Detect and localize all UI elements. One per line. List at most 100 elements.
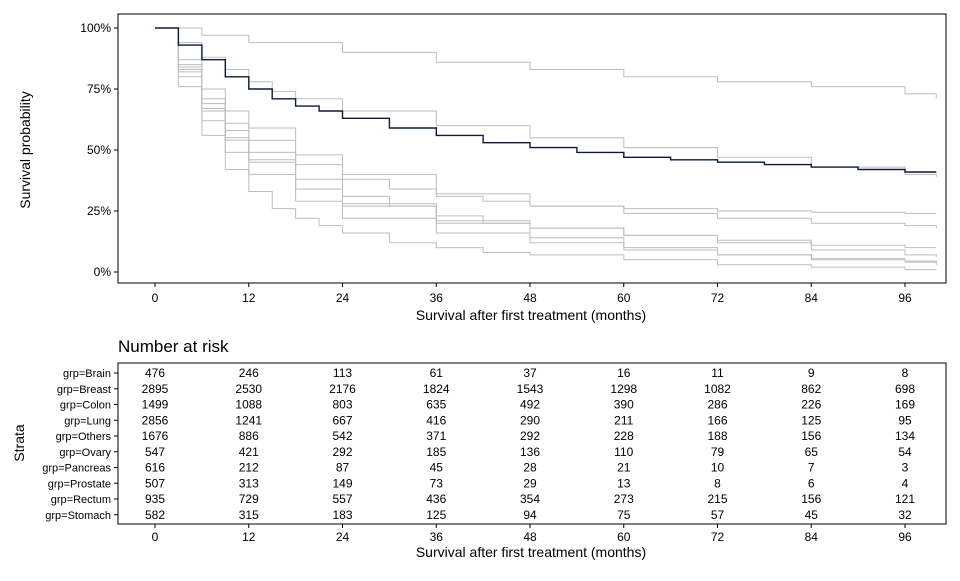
risk-count: 79 bbox=[711, 445, 725, 459]
risk-count: 286 bbox=[707, 398, 727, 412]
y-axis: 0% 25% 50% 75% 100% bbox=[80, 21, 118, 279]
risk-count: 110 bbox=[614, 445, 633, 459]
plot-frame bbox=[117, 13, 947, 284]
survival-curves bbox=[155, 27, 937, 271]
risk-count: 698 bbox=[895, 382, 915, 396]
risk-count: 290 bbox=[520, 413, 540, 427]
x-tick-label: 12 bbox=[242, 291, 256, 305]
risk-x-tick-label: 72 bbox=[711, 530, 725, 544]
strata-labels: grp=Brain grp=Breast grp=Colon grp=Lung grp=… bbox=[42, 368, 118, 522]
risk-count: 6 bbox=[808, 476, 815, 490]
risk-count: 11 bbox=[711, 366, 724, 380]
risk-count: 94 bbox=[523, 508, 537, 522]
highlighted-survival-curve bbox=[155, 27, 937, 173]
risk-count: 9 bbox=[808, 366, 815, 380]
risk-count: 729 bbox=[239, 492, 259, 506]
strata-label: grp=Prostate bbox=[48, 478, 111, 490]
risk-table-x-axis-title: Survival after first treatment (months) bbox=[416, 544, 646, 560]
risk-count: 4 bbox=[902, 476, 909, 490]
risk-x-tick-label: 96 bbox=[898, 530, 912, 544]
risk-count: 3 bbox=[902, 461, 909, 475]
risk-table-x-axis: 0 12 24 36 48 60 72 84 96 bbox=[152, 524, 912, 544]
risk-count: 125 bbox=[426, 508, 446, 522]
strata-label: grp=Ovary bbox=[59, 447, 111, 459]
risk-count: 1824 bbox=[423, 382, 450, 396]
risk-count: 54 bbox=[898, 445, 912, 459]
risk-count: 492 bbox=[520, 398, 540, 412]
risk-count: 156 bbox=[801, 492, 821, 506]
risk-count: 935 bbox=[145, 492, 165, 506]
risk-count: 507 bbox=[145, 476, 165, 490]
survival-curve bbox=[155, 27, 937, 99]
risk-count: 121 bbox=[895, 492, 915, 506]
risk-count: 2176 bbox=[329, 382, 356, 396]
x-tick-label: 48 bbox=[523, 291, 537, 305]
risk-x-tick-label: 60 bbox=[617, 530, 631, 544]
risk-count: 886 bbox=[239, 429, 259, 443]
x-tick-label: 72 bbox=[711, 291, 725, 305]
survival-curve bbox=[155, 27, 937, 263]
risk-count: 803 bbox=[332, 398, 352, 412]
risk-count: 183 bbox=[332, 508, 352, 522]
survival-curve bbox=[155, 27, 937, 177]
risk-count: 7 bbox=[808, 461, 815, 475]
strata-label: grp=Pancreas bbox=[42, 463, 111, 475]
x-tick-label: 36 bbox=[430, 291, 444, 305]
risk-count: 95 bbox=[898, 413, 912, 427]
risk-count: 188 bbox=[707, 429, 727, 443]
y-axis-title: Survival probability bbox=[17, 91, 33, 209]
strata-label: grp=Breast bbox=[57, 384, 111, 396]
risk-count: 10 bbox=[711, 461, 725, 475]
risk-count: 547 bbox=[145, 445, 165, 459]
risk-count: 246 bbox=[239, 366, 259, 380]
risk-count: 13 bbox=[617, 476, 631, 490]
risk-count: 149 bbox=[332, 476, 352, 490]
risk-count: 215 bbox=[707, 492, 727, 506]
risk-x-tick-label: 36 bbox=[430, 530, 444, 544]
strata-label: grp=Rectum bbox=[51, 494, 111, 506]
risk-count: 125 bbox=[801, 413, 821, 427]
survival-plot: 0% 25% 50% 75% 100% 0 12 24 36 48 60 72 84 96 Surviv… bbox=[17, 13, 947, 323]
x-tick-label: 24 bbox=[336, 291, 350, 305]
risk-count: 1088 bbox=[235, 398, 262, 412]
risk-count: 862 bbox=[801, 382, 821, 396]
x-tick-label: 60 bbox=[617, 291, 631, 305]
risk-count: 136 bbox=[520, 445, 540, 459]
risk-count: 2895 bbox=[142, 382, 169, 396]
risk-count: 61 bbox=[430, 366, 444, 380]
risk-count: 45 bbox=[430, 461, 444, 475]
risk-count: 16 bbox=[617, 366, 631, 380]
risk-count: 87 bbox=[336, 461, 350, 475]
strata-label: grp=Colon bbox=[60, 400, 111, 412]
risk-count: 29 bbox=[523, 476, 537, 490]
risk-x-tick-label: 24 bbox=[336, 530, 350, 544]
risk-count: 21 bbox=[617, 461, 631, 475]
risk-count: 28 bbox=[523, 461, 537, 475]
risk-table-title: Number at risk bbox=[118, 337, 229, 356]
risk-count: 8 bbox=[902, 366, 909, 380]
risk-count: 166 bbox=[707, 413, 727, 427]
y-tick-label: 100% bbox=[80, 21, 111, 35]
risk-count: 667 bbox=[332, 413, 352, 427]
survival-curve bbox=[155, 27, 937, 265]
risk-count: 8 bbox=[714, 476, 721, 490]
risk-count: 421 bbox=[239, 445, 259, 459]
risk-count: 212 bbox=[239, 461, 259, 475]
x-axis: 0 12 24 36 48 60 72 84 96 bbox=[152, 283, 912, 305]
y-tick-label: 0% bbox=[94, 265, 112, 279]
risk-count: 45 bbox=[805, 508, 819, 522]
risk-count: 315 bbox=[239, 508, 259, 522]
risk-count: 169 bbox=[895, 398, 915, 412]
risk-count: 476 bbox=[145, 366, 165, 380]
risk-count: 1082 bbox=[704, 382, 731, 396]
risk-count: 113 bbox=[333, 366, 352, 380]
x-tick-label: 84 bbox=[805, 291, 819, 305]
risk-count: 1543 bbox=[517, 382, 544, 396]
survival-curve bbox=[155, 27, 937, 214]
risk-count: 1298 bbox=[610, 382, 637, 396]
risk-count: 292 bbox=[332, 445, 352, 459]
x-axis-title: Survival after first treatment (months) bbox=[416, 307, 646, 323]
risk-count: 542 bbox=[332, 429, 352, 443]
